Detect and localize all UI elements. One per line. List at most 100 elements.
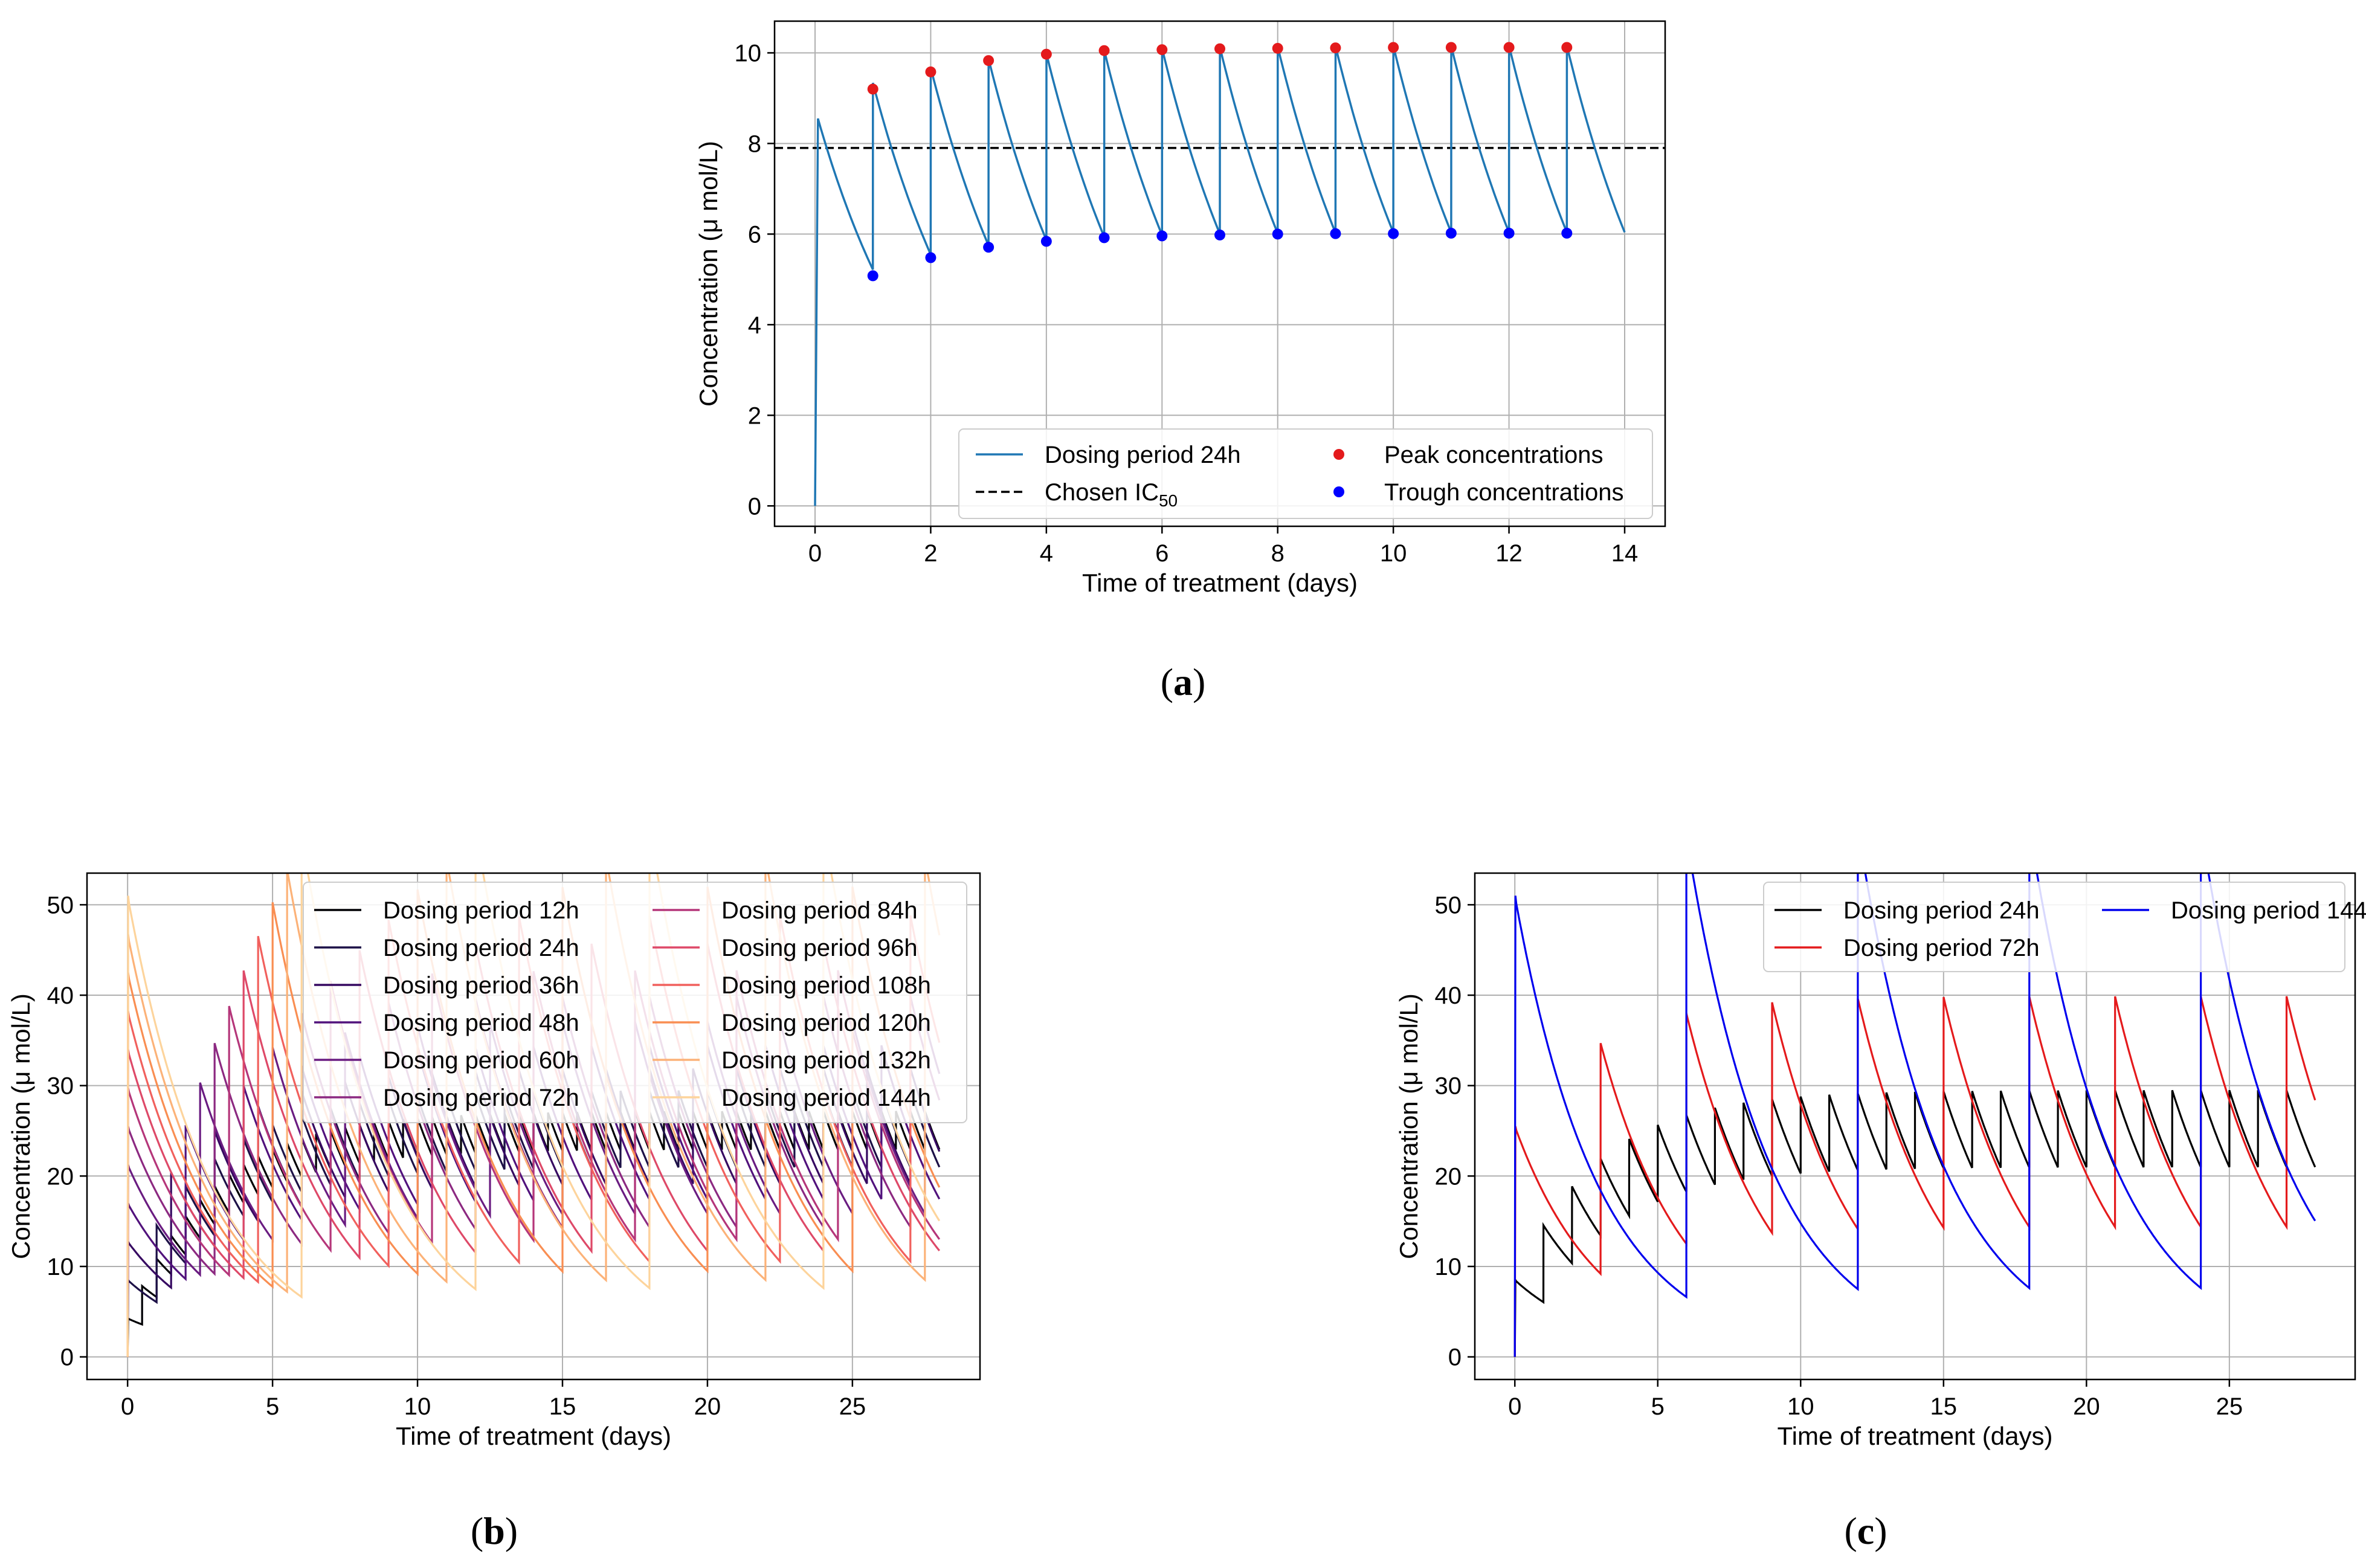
x-tick-label: 20 bbox=[694, 1393, 721, 1420]
x-tick-label: 6 bbox=[1155, 540, 1168, 567]
legend-label: Dosing period 12h bbox=[383, 897, 579, 924]
legend-box bbox=[958, 428, 1653, 519]
trough-point bbox=[1098, 232, 1110, 244]
x-tick-label: 10 bbox=[1787, 1393, 1814, 1420]
y-tick-label: 2 bbox=[748, 402, 761, 429]
y-tick-label: 0 bbox=[1448, 1344, 1462, 1371]
legend-label: Chosen IC50 bbox=[1045, 479, 1178, 510]
chart-a: 0 2 4 6 8 10 12 14 0 2 4 6 8 10 Time of treatment (day… bbox=[694, 20, 1666, 703]
trough-point bbox=[1561, 227, 1573, 239]
x-tick-label: 5 bbox=[1651, 1393, 1665, 1420]
x-tick-label: 20 bbox=[2073, 1393, 2100, 1420]
series-line-120h bbox=[126, 886, 941, 1357]
series-line-84h bbox=[126, 970, 941, 1357]
legend-box bbox=[1763, 882, 2345, 972]
plot-area bbox=[775, 42, 1665, 506]
legend-swatch bbox=[1333, 486, 1344, 497]
x-tick-label: 10 bbox=[404, 1393, 431, 1420]
y-tick-label: 30 bbox=[47, 1073, 74, 1100]
trough-point bbox=[1503, 227, 1515, 239]
y-tick-label: 50 bbox=[1435, 892, 1462, 918]
legend-box bbox=[303, 882, 967, 1123]
x-tick-label: 15 bbox=[1930, 1393, 1958, 1420]
x-tick-label: 4 bbox=[1040, 540, 1053, 567]
peak-point bbox=[1214, 43, 1225, 54]
peak-point bbox=[983, 55, 994, 66]
trough-point bbox=[1040, 236, 1052, 247]
y-tick-label: 4 bbox=[748, 312, 761, 338]
legend: Dosing period 12h Dosing period 24h Dosing… bbox=[303, 882, 967, 1123]
chart-b: 0 5 10 15 20 25 0 10 20 30 40 50 Time of treatment (… bbox=[7, 872, 981, 1552]
x-tick-label: 5 bbox=[266, 1393, 279, 1420]
plot-frame bbox=[86, 872, 981, 1381]
x-tick-label: 8 bbox=[1271, 540, 1285, 567]
trough-point bbox=[1214, 229, 1225, 240]
legend-label: Dosing period 120h bbox=[721, 1010, 931, 1036]
plot-area bbox=[1513, 873, 2316, 1357]
legend-label: Dosing period 24h bbox=[383, 935, 579, 961]
legend-label: Dosing period 72h bbox=[1843, 935, 2040, 961]
trough-point bbox=[1330, 228, 1341, 239]
series-line-24h bbox=[1513, 1089, 2316, 1357]
peak-point bbox=[1388, 42, 1399, 53]
y-tick-label: 10 bbox=[735, 40, 762, 66]
y-tick-label: 50 bbox=[47, 892, 74, 918]
legend-label: Dosing period 24h bbox=[1843, 897, 2040, 924]
x-tick-label: 14 bbox=[1611, 540, 1639, 567]
x-tick-label: 15 bbox=[549, 1393, 576, 1420]
x-tick-label: 10 bbox=[1380, 540, 1407, 567]
series-line-96h bbox=[126, 943, 941, 1357]
legend-label: Dosing period 108h bbox=[721, 972, 931, 999]
x-tick-label: 0 bbox=[1508, 1393, 1521, 1420]
plot-frame bbox=[1474, 872, 2356, 1381]
peak-point bbox=[1098, 45, 1110, 56]
legend-swatch bbox=[1333, 449, 1344, 460]
y-tick-label: 40 bbox=[1435, 982, 1462, 1009]
y-tick-label: 30 bbox=[1435, 1073, 1462, 1100]
legend-label: Trough concentrations bbox=[1384, 479, 1624, 506]
y-axis-label: Concentration (μ mol/L) bbox=[1394, 993, 1423, 1259]
x-tick-label: 2 bbox=[924, 540, 937, 567]
panel-caption: (a) bbox=[1161, 660, 1206, 703]
legend-label: Dosing period 144h bbox=[2171, 897, 2366, 924]
legend-label: Dosing period 144h bbox=[721, 1085, 931, 1111]
peak-point bbox=[1040, 48, 1052, 60]
peak-point bbox=[1156, 44, 1168, 56]
x-tick-label: 0 bbox=[121, 1393, 134, 1420]
legend: Dosing period 24h Dosing period 72h Dosing… bbox=[1763, 882, 2366, 972]
chart-c: 0 5 10 15 20 25 0 10 20 30 40 50 Time of treatment (… bbox=[1394, 872, 2366, 1552]
legend-label: Dosing period 60h bbox=[383, 1047, 579, 1074]
peak-point bbox=[1445, 42, 1457, 53]
y-axis-label: Concentration (μ mol/L) bbox=[7, 993, 35, 1259]
y-tick-label: 20 bbox=[1435, 1163, 1462, 1190]
y-tick-label: 8 bbox=[748, 131, 761, 157]
series-line-144h bbox=[1513, 873, 2316, 1357]
y-tick-label: 0 bbox=[60, 1344, 74, 1371]
peak-point bbox=[1503, 42, 1515, 53]
peak-point bbox=[1561, 42, 1573, 53]
x-axis-label: Time of treatment (days) bbox=[1778, 1422, 2053, 1450]
legend: Dosing period 24h Chosen IC50 Peak concent… bbox=[958, 428, 1653, 519]
legend-label: Dosing period 72h bbox=[383, 1085, 579, 1111]
legend-label: Dosing period 24h bbox=[1045, 442, 1241, 468]
peak-point bbox=[867, 83, 878, 95]
x-tick-label: 25 bbox=[839, 1393, 866, 1420]
legend-label: Peak concentrations bbox=[1384, 442, 1603, 468]
panel-caption: (c) bbox=[1844, 1509, 1887, 1552]
x-axis-label: Time of treatment (days) bbox=[396, 1422, 671, 1450]
legend-label: Dosing period 96h bbox=[721, 935, 918, 961]
peak-point bbox=[925, 66, 936, 77]
trough-point bbox=[867, 270, 878, 282]
x-tick-label: 0 bbox=[808, 540, 822, 567]
x-tick-label: 25 bbox=[2216, 1393, 2243, 1420]
legend-label: Dosing period 84h bbox=[721, 897, 918, 924]
y-tick-label: 6 bbox=[748, 221, 761, 248]
trough-point bbox=[1388, 228, 1399, 239]
trough-point bbox=[1156, 230, 1168, 242]
trough-point bbox=[1445, 227, 1457, 239]
x-axis-label: Time of treatment (days) bbox=[1082, 569, 1358, 597]
y-tick-label: 10 bbox=[1435, 1254, 1462, 1280]
y-tick-label: 20 bbox=[47, 1163, 74, 1190]
legend-label: Dosing period 48h bbox=[383, 1010, 579, 1036]
